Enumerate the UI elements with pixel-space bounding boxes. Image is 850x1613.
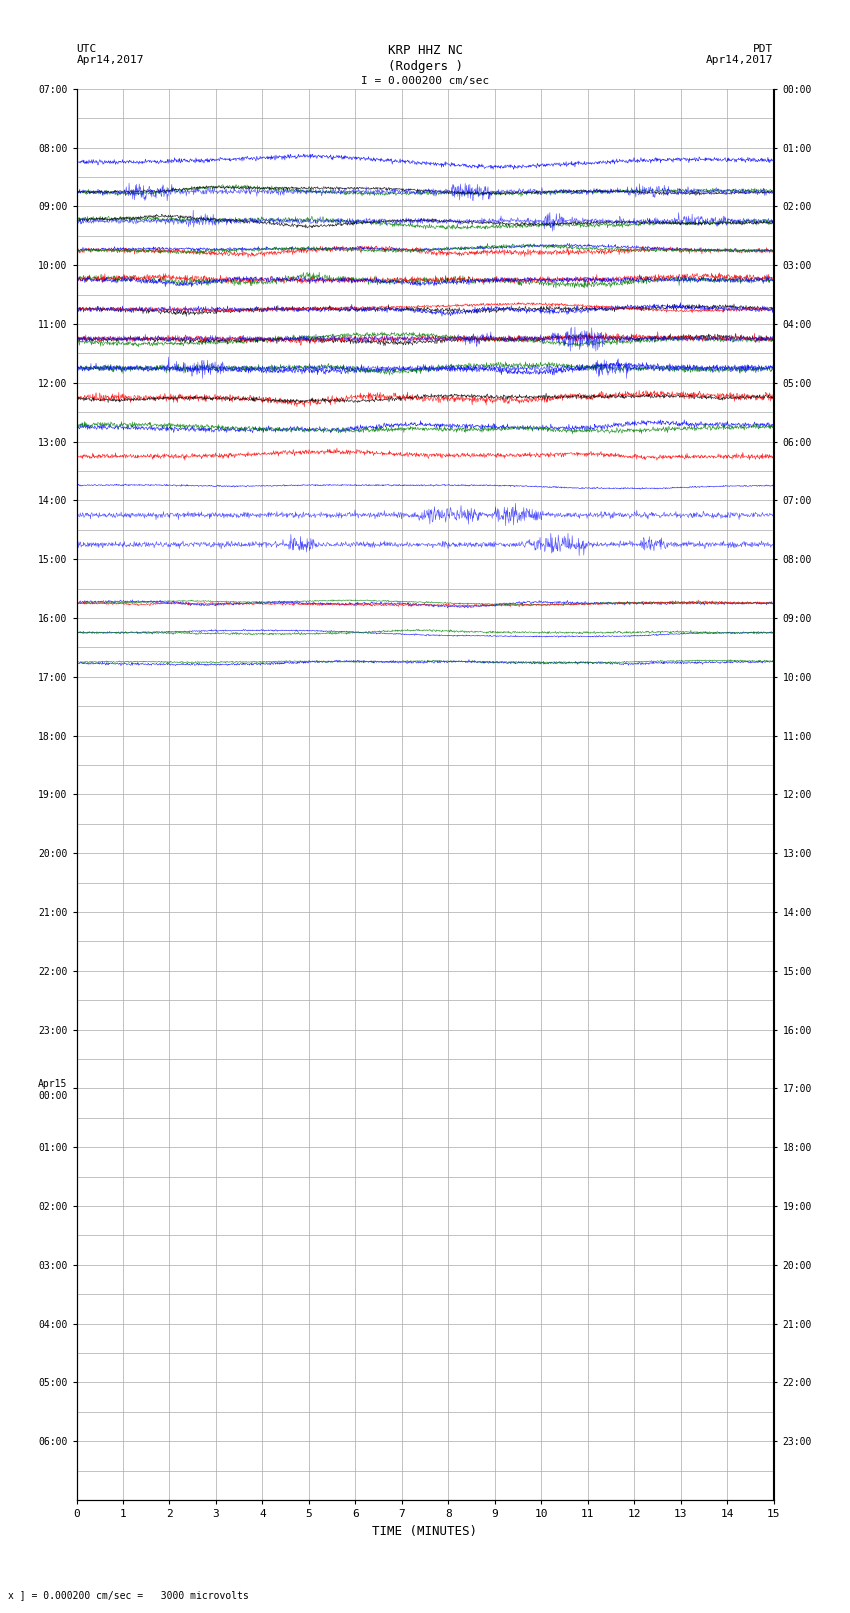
Text: (Rodgers ): (Rodgers ): [388, 60, 462, 73]
Text: I = 0.000200 cm/sec: I = 0.000200 cm/sec: [361, 76, 489, 85]
Text: x ] = 0.000200 cm/sec =   3000 microvolts: x ] = 0.000200 cm/sec = 3000 microvolts: [8, 1590, 249, 1600]
Text: PDT
Apr14,2017: PDT Apr14,2017: [706, 44, 774, 65]
X-axis label: TIME (MINUTES): TIME (MINUTES): [372, 1524, 478, 1537]
Text: KRP HHZ NC: KRP HHZ NC: [388, 44, 462, 56]
Text: UTC
Apr14,2017: UTC Apr14,2017: [76, 44, 144, 65]
